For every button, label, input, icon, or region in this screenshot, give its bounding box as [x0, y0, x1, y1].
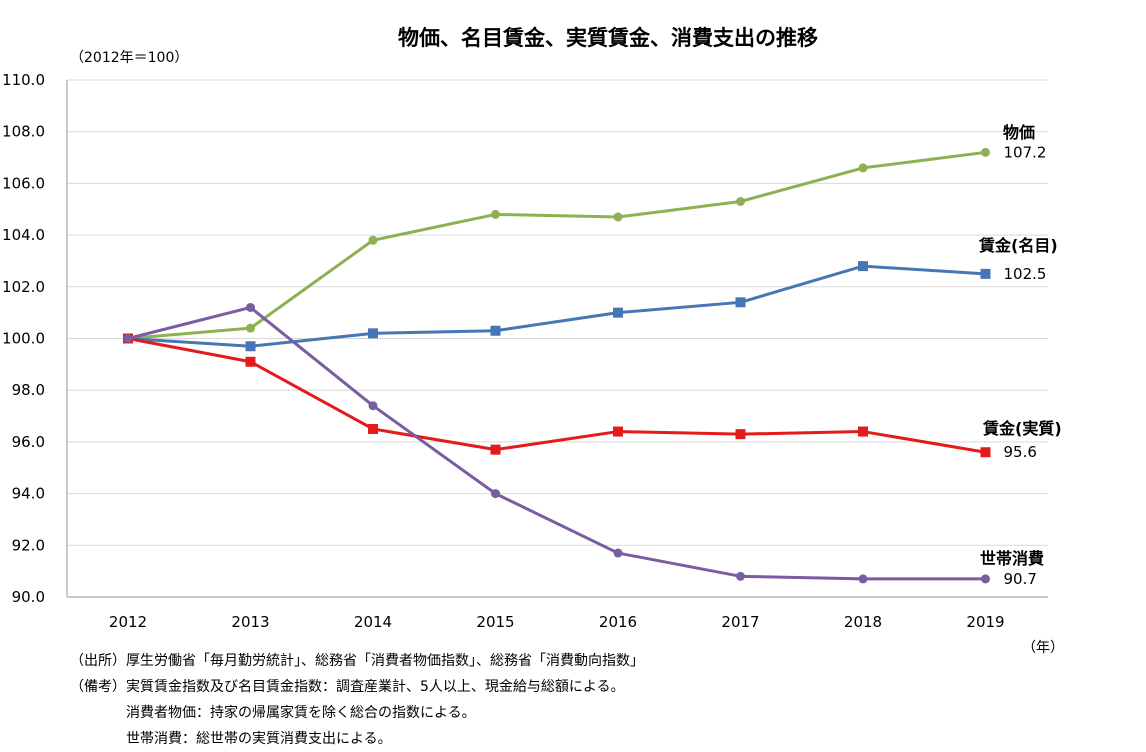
- data-point: [368, 423, 378, 434]
- x-axis-ticks: 2012 2013 2014 2015 2016 2017 2018 2019: [109, 613, 1005, 631]
- gridlines: [67, 79, 1048, 546]
- y-tick-label: 94.0: [12, 485, 45, 503]
- data-point: [246, 302, 255, 312]
- series-household-consumption: [123, 302, 990, 584]
- data-point: [613, 212, 623, 222]
- x-tick-label: 2016: [599, 613, 637, 631]
- series-line: [127, 337, 986, 454]
- remark-note-2: 消費者物価：持家の帰属家賃を除く総合の指数による。: [126, 705, 476, 721]
- data-point: [490, 325, 501, 336]
- y-tick-label: 100.0: [2, 330, 45, 348]
- data-point: [368, 401, 378, 411]
- source-note: （出所）厚生労働省「毎月勤労統計」、総務省「消費者物価指数」、総務省「消費動向指…: [70, 653, 644, 669]
- data-point: [858, 426, 868, 437]
- series-line: [127, 264, 986, 348]
- data-point: [858, 574, 868, 584]
- x-tick-label: 2013: [231, 613, 269, 631]
- y-unit-label: （2012年＝100）: [70, 50, 188, 66]
- x-tick-label: 2017: [721, 613, 759, 631]
- x-tick-label: 2019: [966, 613, 1004, 631]
- series-nominal-wage: [123, 261, 991, 352]
- data-point: [981, 147, 990, 157]
- remark-note-3: 世帯消費：総世帯の実質消費支出による。: [126, 731, 392, 747]
- data-point: [858, 163, 868, 173]
- end-value-label: 102.5: [1004, 265, 1047, 283]
- y-tick-label: 110.0: [2, 71, 45, 89]
- y-tick-label: 98.0: [12, 381, 45, 399]
- y-tick-label: 90.0: [12, 588, 45, 606]
- y-tick-label: 108.0: [2, 123, 45, 141]
- remark-note-1: （備考）実質賃金指数及び名目賃金指数：調査産業計、5人以上、現金給与総額による。: [70, 679, 625, 695]
- x-tick-label: 2012: [109, 613, 147, 631]
- data-point: [491, 209, 500, 219]
- end-value-label: 95.6: [1004, 443, 1037, 461]
- x-tick-label: 2018: [844, 613, 882, 631]
- data-point: [736, 196, 745, 206]
- series-prices: [123, 147, 990, 343]
- data-point: [245, 341, 256, 352]
- data-point: [735, 297, 746, 308]
- series-line: [127, 305, 986, 581]
- end-value-label: 107.2: [1004, 143, 1047, 161]
- data-point: [246, 323, 255, 333]
- data-point: [613, 548, 623, 558]
- data-point: [368, 328, 378, 339]
- series-line: [127, 150, 986, 340]
- data-point: [858, 261, 868, 272]
- data-point: [245, 356, 256, 367]
- series-name-label: 物価: [1003, 123, 1035, 142]
- x-tick-label: 2014: [354, 613, 392, 631]
- x-tick-label: 2015: [476, 613, 514, 631]
- y-tick-label: 106.0: [2, 174, 45, 192]
- series-name-label: 賃金(名目): [978, 236, 1058, 255]
- data-point: [736, 571, 745, 581]
- data-point: [123, 334, 133, 343]
- data-point: [491, 489, 500, 499]
- data-point: [490, 444, 501, 455]
- data-point: [980, 268, 991, 279]
- y-tick-label: 104.0: [2, 226, 45, 244]
- end-value-label: 90.7: [1004, 570, 1037, 588]
- data-point: [613, 426, 623, 437]
- series-real-wage: [123, 333, 991, 458]
- data-point: [735, 429, 746, 440]
- y-tick-label: 92.0: [12, 536, 45, 554]
- data-point: [613, 307, 623, 318]
- notes: （出所）厚生労働省「毎月勤労統計」、総務省「消費者物価指数」、総務省「消費動向指…: [70, 648, 644, 752]
- y-tick-label: 102.0: [2, 278, 45, 296]
- y-tick-label: 96.0: [12, 433, 45, 451]
- y-axis-ticks: 90.0 92.0 94.0 96.0 98.0 100.0 102.0 104.0 106.0…: [2, 71, 45, 606]
- x-unit-label: （年）: [1022, 640, 1064, 656]
- data-point: [368, 235, 378, 245]
- series-name-label: 世帯消費: [980, 549, 1044, 568]
- series-layer: [123, 147, 991, 584]
- data-point: [981, 574, 990, 584]
- data-point: [980, 447, 991, 458]
- chart-title: 物価、名目賃金、実質賃金、消費支出の推移: [398, 26, 818, 50]
- series-name-label: 賃金(実質): [982, 419, 1062, 438]
